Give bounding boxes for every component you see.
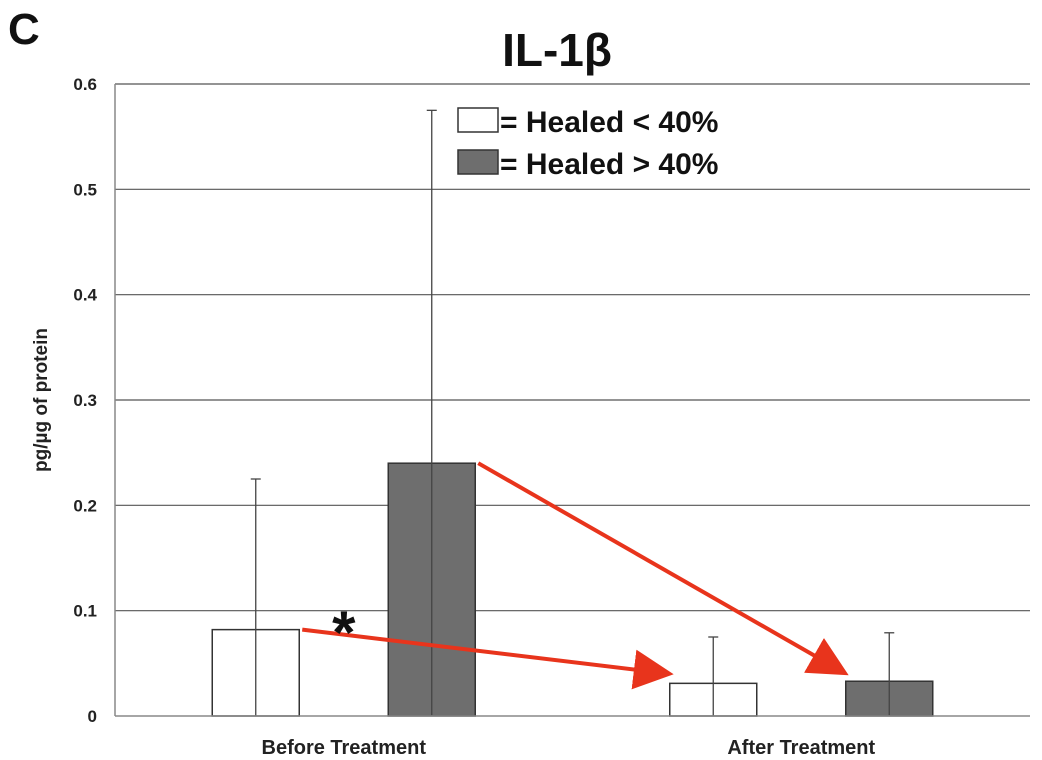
legend-label-healed-gt-40: = Healed > 40% xyxy=(500,148,718,181)
panel-label: C xyxy=(8,5,40,54)
gridlines xyxy=(115,83,1030,612)
significance-asterisk: * xyxy=(332,599,356,666)
chart-title: IL-1β xyxy=(502,24,612,76)
bars xyxy=(211,462,934,717)
y-tick-label: 0.5 xyxy=(73,180,97,199)
trend-arrow xyxy=(477,461,849,676)
legend-label-healed-lt-40: = Healed < 40% xyxy=(500,106,718,139)
legend: = Healed < 40% = Healed > 40% xyxy=(457,106,718,181)
y-tick-label: 0.2 xyxy=(73,496,97,515)
legend-swatch-healed-gt-40 xyxy=(457,149,499,175)
legend-swatch-healed-lt-40 xyxy=(457,107,499,133)
x-category-label: Before Treatment xyxy=(262,737,427,759)
y-tick-label: 0.3 xyxy=(73,391,97,410)
y-tick-label: 0.6 xyxy=(73,75,97,94)
y-tick-labels: 0 0.1 0.2 0.3 0.4 0.5 0.6 xyxy=(73,75,97,726)
annotations: * xyxy=(332,599,356,666)
trend-arrows xyxy=(302,461,849,690)
x-category-label: After Treatment xyxy=(727,737,875,759)
y-tick-label: 0.4 xyxy=(73,286,97,305)
error-bars xyxy=(250,109,895,716)
trend-arrow xyxy=(302,627,674,690)
y-tick-label: 0.1 xyxy=(73,602,97,621)
y-tick-label: 0 xyxy=(88,707,97,726)
y-axis-label: pg/µg of protein xyxy=(31,328,52,472)
x-category-labels: Before Treatment After Treatment xyxy=(262,737,876,759)
